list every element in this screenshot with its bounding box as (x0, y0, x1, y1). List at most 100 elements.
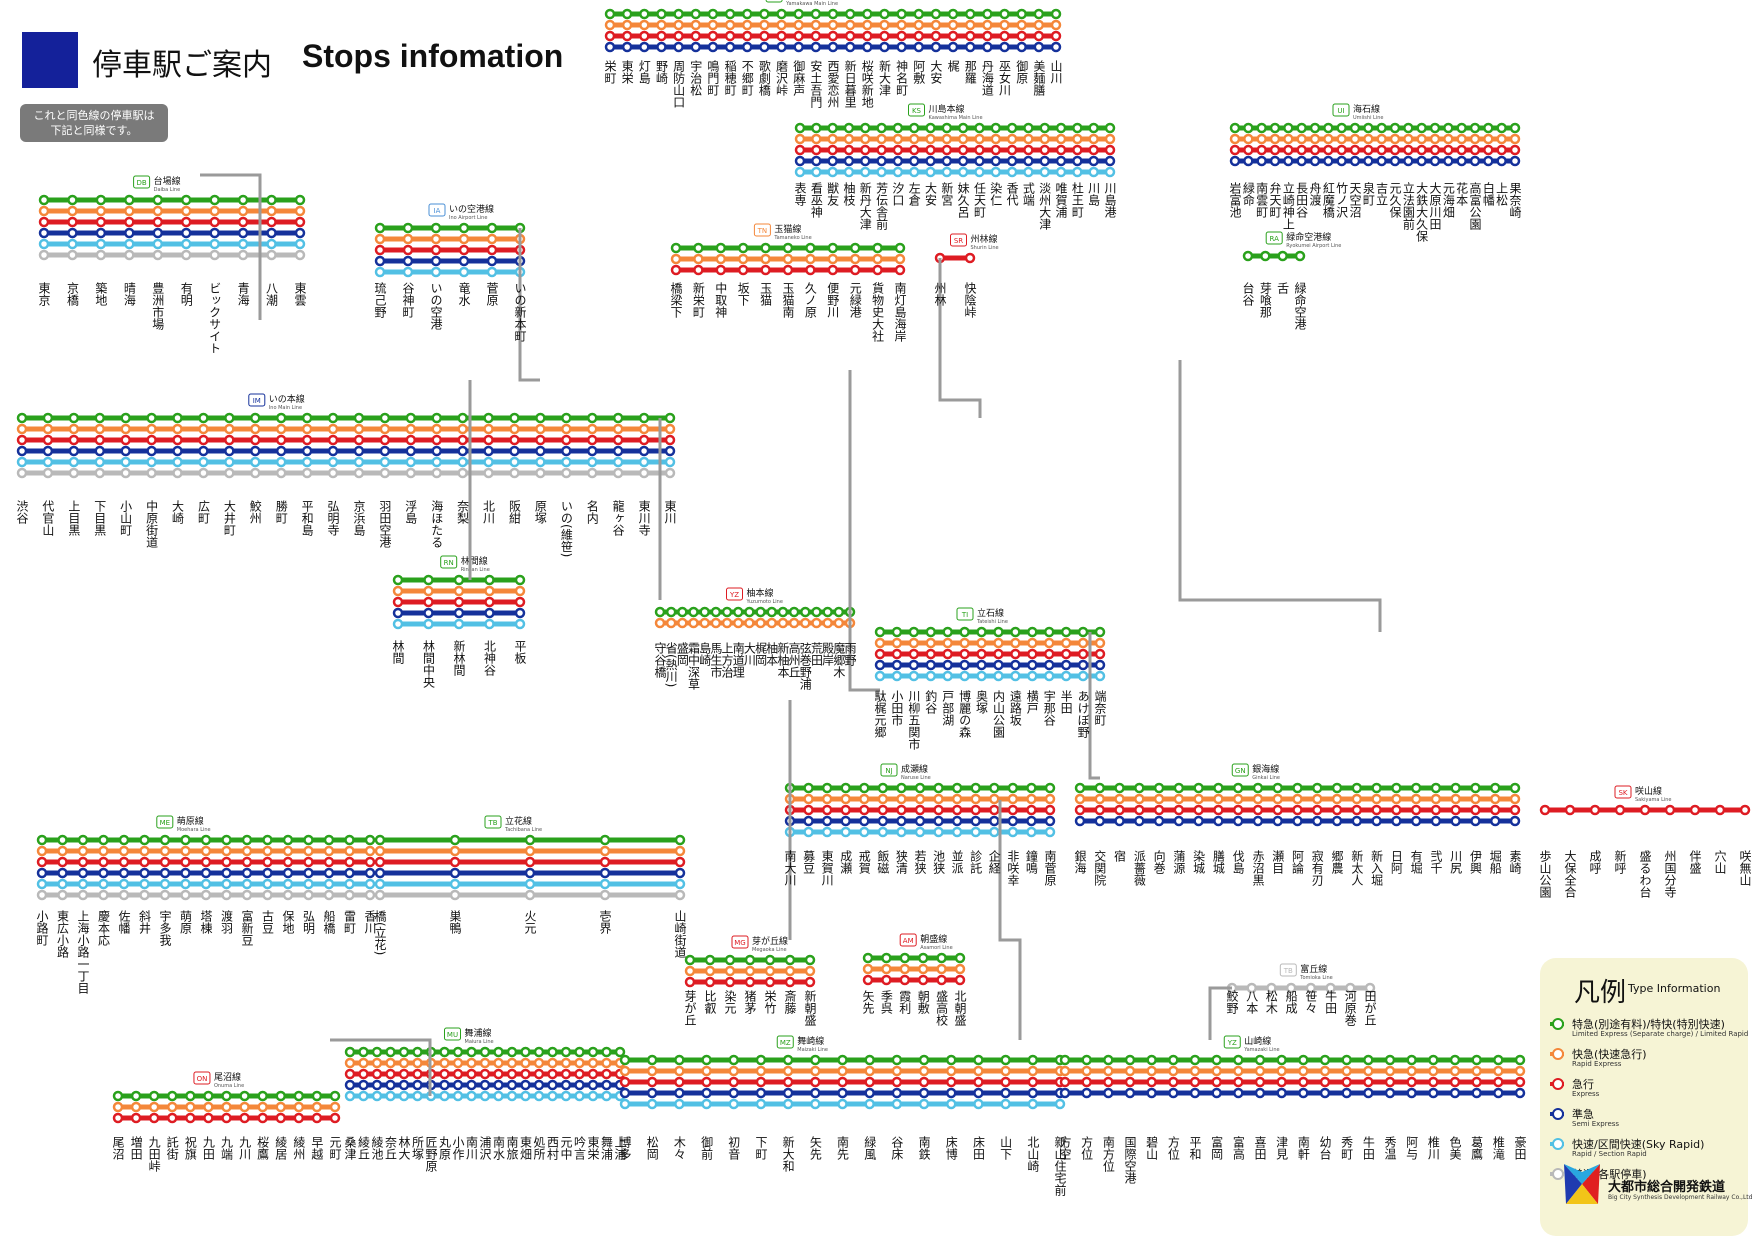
station-marker (1189, 1054, 1201, 1066)
station-marker (1483, 122, 1494, 134)
station-marker (1309, 144, 1321, 156)
connector-line (518, 228, 540, 382)
station-marker (180, 227, 192, 239)
station-marker (1168, 1065, 1179, 1077)
station-marker (1010, 670, 1021, 682)
station-marker (574, 1057, 585, 1069)
station-marker (999, 19, 1010, 31)
station-marker (374, 266, 386, 278)
station-marker (908, 144, 920, 156)
station-marker (933, 793, 944, 805)
station-marker (737, 253, 749, 265)
station-marker (457, 467, 468, 479)
station-label: 奈梨 (456, 500, 470, 524)
station-label: 島崎 (698, 641, 712, 666)
station-marker (1276, 1087, 1287, 1099)
station-marker (974, 144, 985, 156)
station-marker (646, 1076, 658, 1088)
station-marker (1296, 144, 1307, 156)
station-marker (1489, 804, 1501, 816)
station-marker (993, 637, 1004, 649)
station-marker (180, 834, 191, 846)
station-marker (1055, 133, 1067, 145)
station-marker (405, 412, 417, 424)
page-title-en: Stops infomation (302, 38, 564, 74)
legend-item: 特急(別途有料)/特快(特別快速) Limited Express (Separa… (1550, 1016, 1748, 1044)
station-marker (599, 856, 611, 868)
station-marker (323, 889, 335, 901)
station-marker (221, 878, 232, 890)
company-name: 大都市総合開発鉄道 (1608, 1180, 1726, 1195)
station-marker (957, 122, 969, 134)
line-badge (726, 587, 743, 601)
station-label: 盛るわ台 (1638, 849, 1652, 898)
station-marker (1589, 804, 1601, 816)
station-marker (1000, 1076, 1011, 1088)
station-marker (1403, 122, 1414, 134)
station-marker (262, 889, 273, 901)
station-marker (180, 194, 192, 206)
station-marker (1429, 155, 1441, 167)
station-marker (951, 804, 963, 816)
station-marker (1039, 144, 1050, 156)
station-marker (896, 19, 907, 31)
line-name-en: Onuma Line (214, 1083, 244, 1089)
station-marker (506, 1079, 518, 1091)
station-marker (1027, 648, 1038, 660)
station-marker (993, 648, 1004, 660)
line-badge (444, 1027, 461, 1041)
station-marker (1493, 1076, 1504, 1088)
station-label: 方位 (1080, 1135, 1094, 1160)
station-marker (112, 1112, 124, 1124)
station-marker (148, 1112, 160, 1124)
station-marker (782, 242, 794, 254)
station-label: 床博 (944, 1136, 958, 1160)
station-marker (42, 445, 54, 457)
station-marker (999, 8, 1010, 20)
line-code: NJ (885, 767, 892, 775)
station-marker (520, 1057, 531, 1069)
station-marker (1384, 1076, 1396, 1088)
station-marker (941, 166, 953, 178)
station-marker (423, 596, 434, 608)
station-marker (241, 889, 253, 901)
station-marker (946, 1065, 957, 1077)
station-marker (1256, 133, 1267, 145)
station-marker (483, 445, 494, 457)
line-name: 富丘線 (1300, 963, 1327, 975)
station-marker (301, 412, 313, 424)
station-marker (493, 1090, 504, 1102)
station-label: 託街 (165, 1135, 179, 1160)
station-marker (209, 249, 220, 261)
station-label: 矢先 (861, 990, 875, 1015)
station-marker (262, 878, 273, 890)
station-label: 久ノ原 (803, 282, 817, 318)
station-marker (466, 1090, 477, 1102)
station-marker (561, 445, 572, 457)
station-marker (993, 670, 1004, 682)
station-label: 泉町 (1361, 182, 1375, 206)
station-marker (1007, 804, 1019, 816)
station-marker (827, 19, 839, 31)
station-marker (457, 456, 468, 468)
station-marker (810, 19, 822, 31)
station-marker (864, 1098, 875, 1110)
station-marker (303, 845, 314, 857)
station-marker (1298, 1065, 1309, 1077)
station-marker (1189, 1076, 1201, 1088)
station-label: 菅原 (485, 282, 499, 306)
station-marker (612, 434, 624, 446)
station-marker (159, 845, 171, 857)
station-marker (724, 30, 736, 42)
station-marker (1539, 804, 1551, 816)
station-marker (120, 412, 131, 424)
station-marker (535, 456, 546, 468)
station-marker (574, 1046, 585, 1058)
station-marker (918, 1098, 930, 1110)
station-marker (704, 965, 716, 977)
station-marker (670, 242, 682, 254)
station-marker (674, 878, 686, 890)
station-marker (1229, 122, 1241, 134)
